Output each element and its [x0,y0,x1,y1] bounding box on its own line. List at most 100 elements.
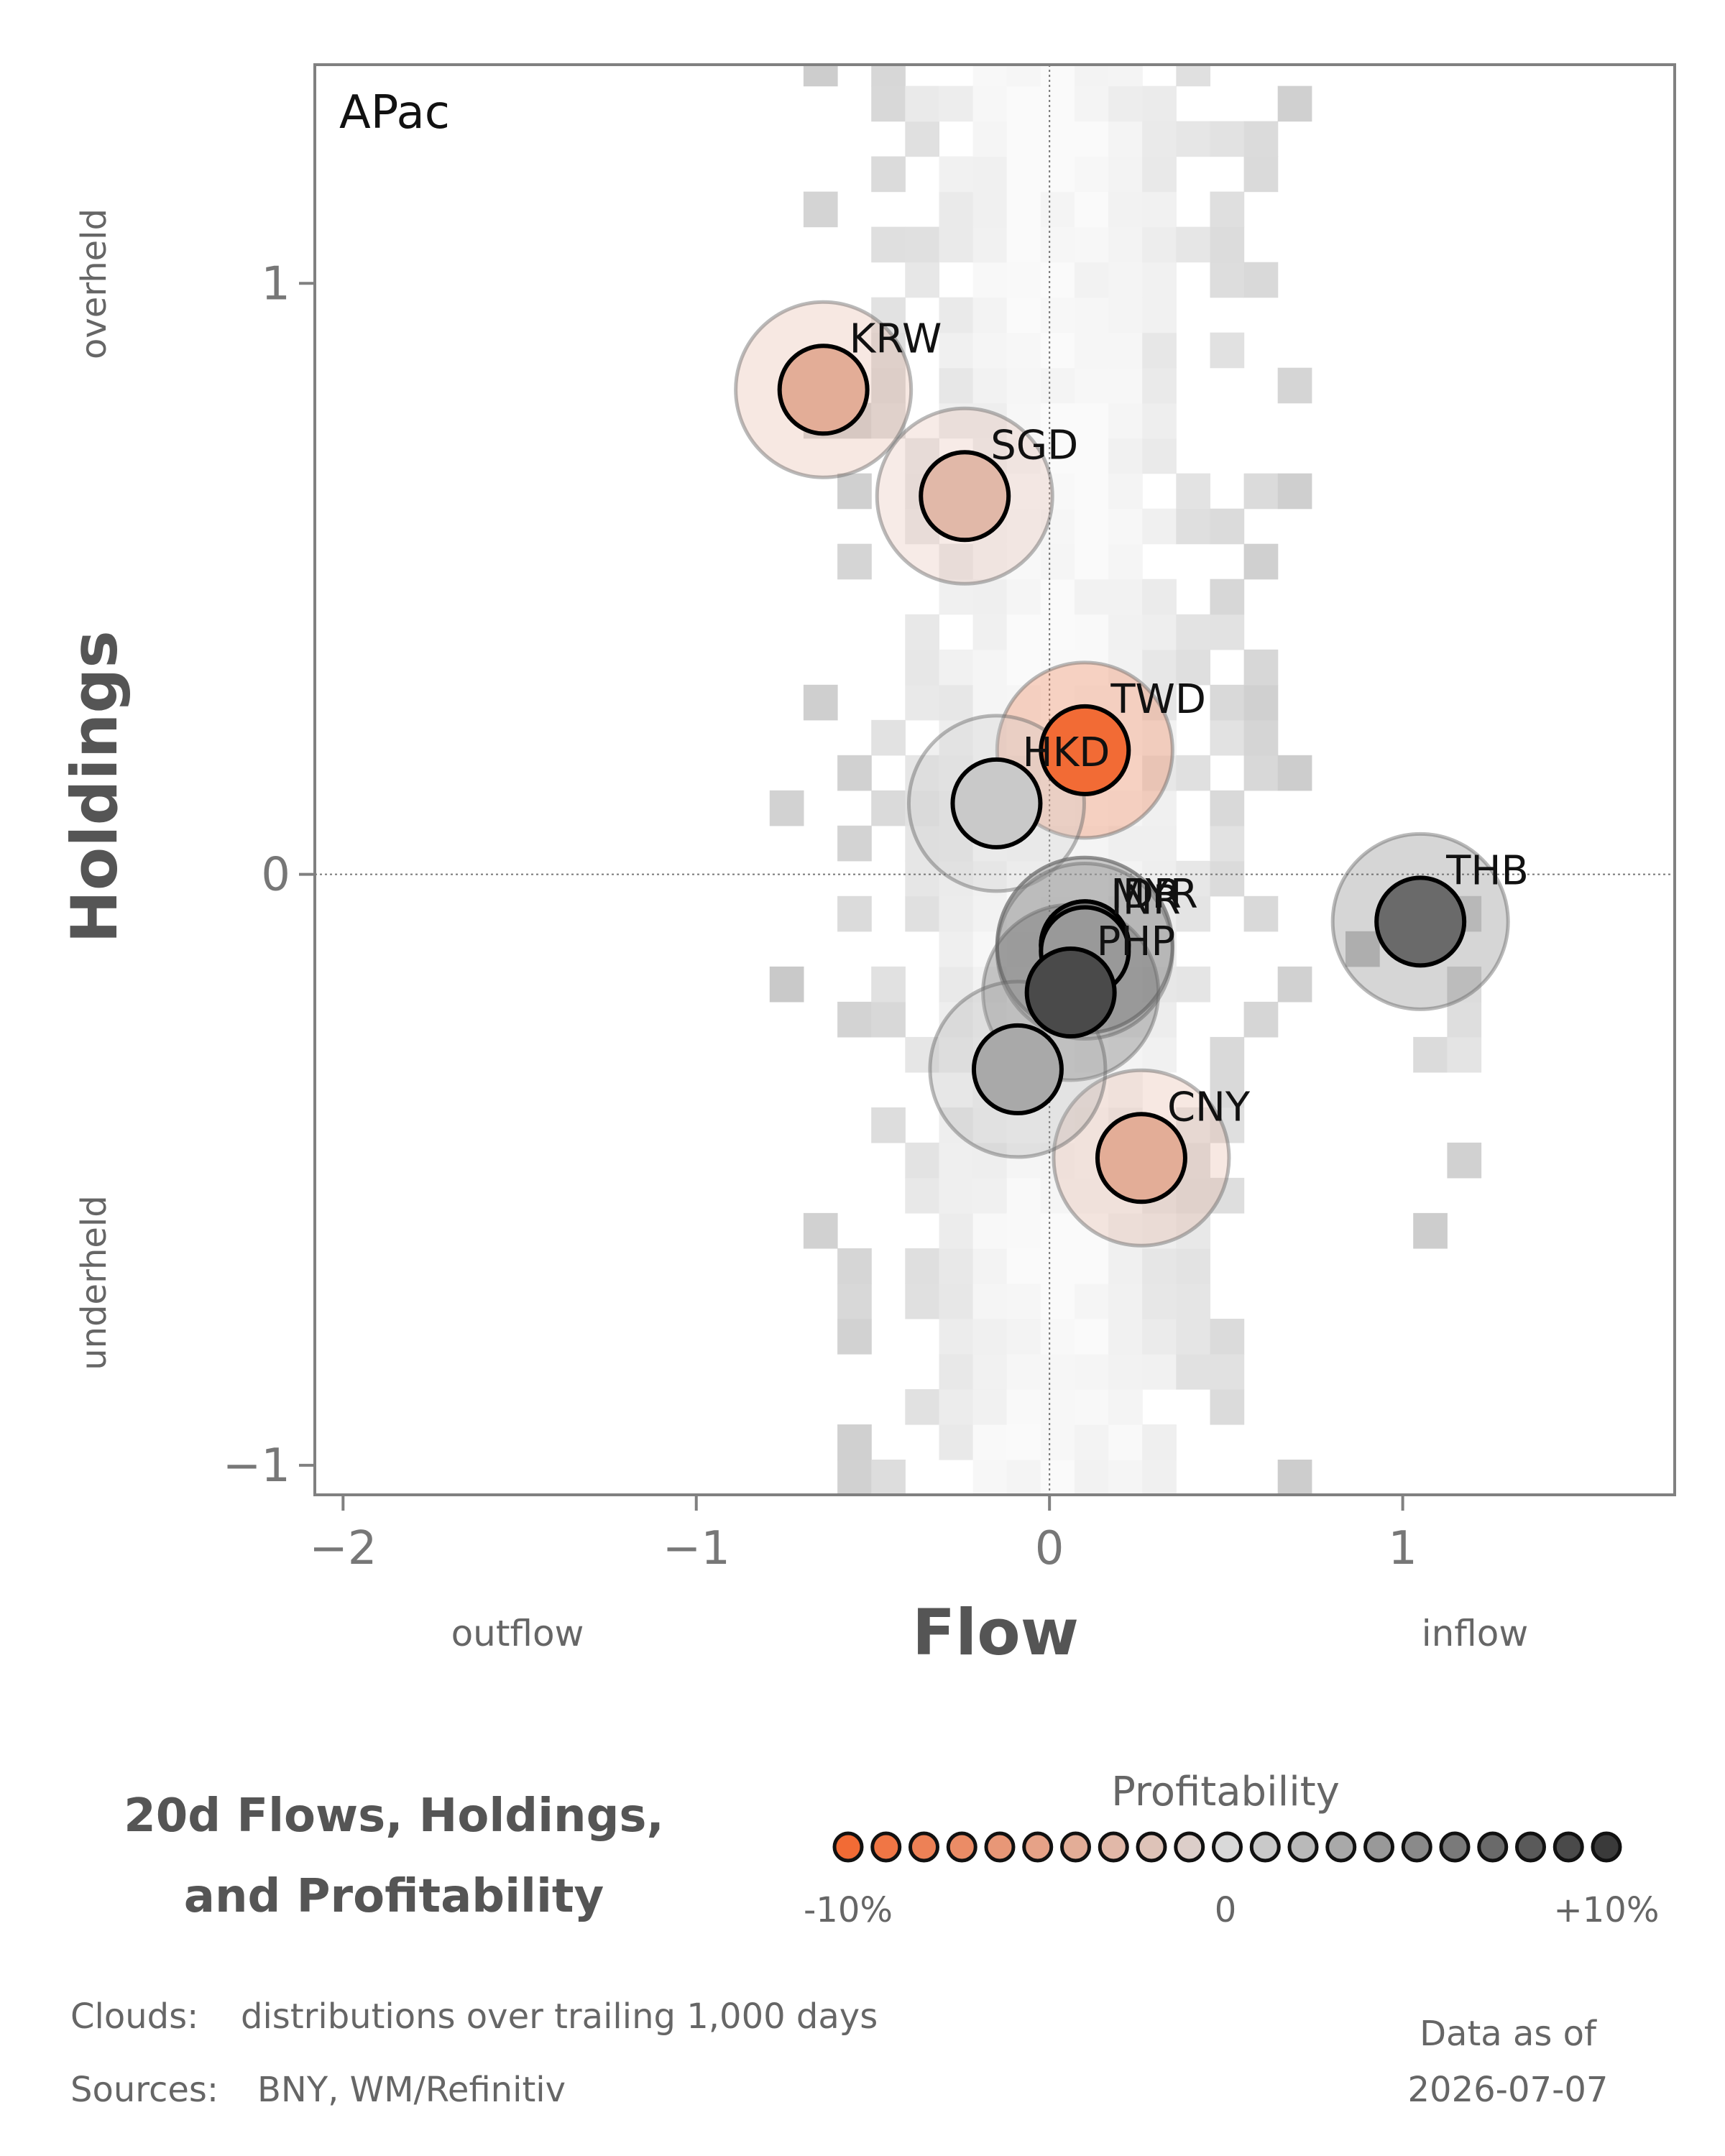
y-tick-label: 1 [261,257,290,310]
cloud-cell [1108,297,1143,333]
point-label: IDR [1110,871,1182,918]
y-low-note: underheld [74,1195,114,1370]
x-tick-label: −2 [309,1522,377,1575]
cloud-cell [769,790,804,826]
cloud-cell [871,156,906,193]
cloud-cell [1210,508,1245,545]
cloud-cell [1075,473,1109,510]
cloud-cell [1040,226,1075,263]
cloud-cell [1142,1283,1177,1319]
cloud-cell [1142,1248,1177,1284]
cloud-cell [1210,121,1245,157]
colorbar-swatch [946,1831,978,1863]
cloud-cell [837,895,872,932]
cloud-cell [939,1389,974,1425]
cloud-cell [905,684,939,721]
cloud-cell [1176,508,1210,545]
cloud-cell [1006,1424,1041,1460]
cloud-cell [1006,931,1041,967]
cloud-cell [1176,226,1210,263]
colorbar-swatch [1325,1831,1357,1863]
cloud-cell [1210,332,1245,369]
cloud-cell [1176,473,1210,510]
point-label: KRW [850,315,942,362]
cloud-cell [1006,1389,1041,1425]
cloud-cell [972,86,1008,122]
cloud-cell [1006,156,1041,193]
cloud-cell [1243,473,1279,510]
cloud-cell [1277,755,1312,791]
colorbar [832,1831,1622,1863]
cloud-cell [837,1001,872,1038]
cloud-cell [1108,1036,1143,1073]
point-label: PHP [1097,918,1176,965]
cloud-cell [1006,1212,1041,1249]
colorbar-swatch [1401,1831,1432,1863]
cloud-cell [1040,121,1075,157]
cloud-cell [939,579,974,615]
y-axis-label: Holdings [58,630,132,943]
cloud-cell [1108,1460,1143,1495]
point-label: HKD [1022,729,1110,776]
cloud-cell [939,1177,974,1214]
chart-title-line2: and Profitability [184,1870,604,1923]
cloud-cell [1075,156,1109,193]
cloud-cell [837,543,872,580]
cloud-cell [1176,860,1210,897]
cloud-cell [1108,1248,1143,1284]
cloud-cell [837,1248,872,1284]
cloud-cell [939,86,974,122]
cloud-cell [1210,226,1245,263]
cloud-cell [1040,1424,1075,1460]
cloud-cell [1142,579,1177,615]
cloud-cell [1210,1177,1245,1214]
cloud-cell [1176,1354,1210,1390]
cloud-cell [1006,86,1041,122]
x-tick-label: −1 [663,1522,730,1575]
cloud-cell [1006,1177,1041,1214]
cloud-cell [1006,1460,1041,1495]
cloud-cell [1243,649,1279,686]
cloud-cell [939,1036,974,1073]
cloud-cell [1108,332,1143,369]
cloud-cell [905,262,939,298]
cloud-cell [1075,508,1109,545]
cloud-cell [1142,438,1177,474]
cloud-cell [1413,1212,1448,1249]
cloud-cell [1075,86,1109,122]
cloud-cell [905,1248,939,1284]
colorbar-swatch [1060,1831,1091,1863]
colorbar-title: Profitability [1111,1769,1340,1815]
cloud-cell [1040,825,1075,862]
cloud-cell [972,1319,1008,1355]
panel-label: APac [339,86,450,139]
cloud-cell [1040,332,1075,369]
cloud-cell [972,332,1008,369]
cloud-cell [972,1283,1008,1319]
cloud-cell [837,1319,872,1355]
cloud-cell [972,649,1008,686]
cloud-cell [939,684,974,721]
cloud-cell [1142,121,1177,157]
y-tick-label: −1 [223,1439,290,1493]
cloud-cell [1006,1248,1041,1284]
cloud-cell [1243,121,1279,157]
cloud-cell [871,332,906,369]
cloud-cell [939,895,974,932]
cloud-cell [1040,1177,1075,1214]
cloud-cell [905,226,939,263]
cloud-cell [972,543,1008,580]
point-label: INR [1110,877,1180,923]
cloud-cell [1040,1248,1075,1284]
colorbar-swatch [908,1831,939,1863]
cloud-cell [1142,649,1177,686]
cloud-cell [972,121,1008,157]
cloud-cell [1006,579,1041,615]
cloud-cell [1075,65,1109,87]
cloud-cell [837,473,872,510]
cloud-cell [1176,614,1210,650]
cloud-cell [1413,1036,1448,1073]
cloud-cell [939,367,974,404]
cloud-cell [1075,1319,1109,1355]
